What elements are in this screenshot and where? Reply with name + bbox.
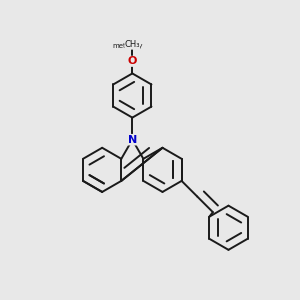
- Text: N: N: [128, 135, 137, 145]
- Text: CH₃: CH₃: [124, 40, 140, 50]
- Text: methoxy: methoxy: [113, 43, 143, 49]
- Text: O: O: [128, 56, 137, 66]
